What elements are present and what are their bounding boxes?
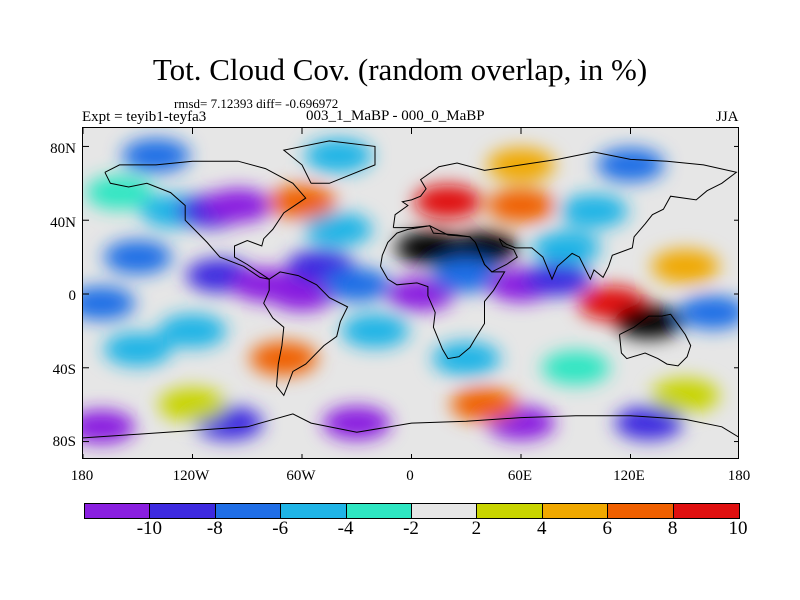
anomaly-region (541, 350, 610, 385)
anomaly-region (678, 295, 738, 330)
colorbar-swatch (673, 504, 739, 518)
anomaly-region (83, 286, 136, 321)
anomaly-region (85, 175, 154, 210)
anomaly-region (523, 262, 592, 297)
anomaly-region (487, 188, 555, 223)
map-frame (82, 127, 739, 459)
colorbar-swatch (608, 504, 674, 518)
lon-tick-label: 180 (70, 468, 94, 484)
lon-tick-label: 0 (406, 468, 414, 484)
anomaly-region (103, 332, 172, 367)
anomaly-region (414, 184, 482, 219)
colorbar-swatch (281, 504, 347, 518)
colorbar-label: 8 (667, 518, 678, 539)
anomaly-region (204, 188, 273, 223)
anomaly-region (268, 277, 336, 311)
anomaly-region (432, 258, 501, 293)
colorbar-label: -2 (403, 518, 419, 539)
colorbar-label: 2 (471, 518, 482, 539)
coastline (83, 413, 738, 439)
coastline (619, 313, 692, 367)
map-field (83, 128, 738, 458)
colorbar-swatch (542, 504, 609, 518)
anomaly-region (304, 138, 373, 173)
colorbar-swatch (346, 504, 412, 518)
season-label: JJA (716, 109, 739, 125)
colorbar-label: -8 (206, 518, 223, 539)
anomaly-region (395, 230, 464, 265)
lon-tick-label: 120E (613, 468, 645, 484)
anomaly-region (614, 304, 683, 339)
lon-tick-label: 120W (172, 468, 210, 484)
anomaly-region (596, 147, 665, 182)
anomaly-region (432, 341, 501, 376)
lon-tick-label: 60E (507, 468, 533, 484)
lon-tick-label: 60W (286, 468, 316, 484)
anomaly-region (450, 387, 519, 422)
colorbar-swatch (150, 504, 216, 518)
anomaly-region (322, 406, 391, 441)
colorbar-swatch (411, 504, 478, 518)
anomaly-region (560, 194, 628, 228)
colorbar-swatch (215, 504, 282, 518)
colorbar-label: -4 (337, 518, 354, 539)
colorbar-label: 4 (537, 518, 547, 539)
anomaly-region (450, 230, 519, 265)
lon-tick-label: 180 (727, 468, 751, 484)
coastline (282, 140, 376, 184)
anomaly-region (304, 212, 373, 247)
anomaly-region (103, 240, 172, 275)
coastline (104, 160, 307, 280)
lat-tick-label: 0 (68, 288, 77, 304)
colorbar-label: 10 (728, 518, 748, 539)
lat-tick-label: 80N (50, 141, 76, 157)
colorbar-label: -10 (136, 518, 163, 539)
anomaly-region (322, 267, 391, 302)
anomaly-region (651, 378, 720, 413)
anomaly-region (122, 138, 190, 173)
lat-tick-label: 40N (50, 215, 76, 231)
anomaly-region (341, 313, 409, 348)
experiment-label: Expt = teyib1-teyfa3 (82, 109, 207, 125)
difference-label: 003_1_MaBP - 000_0_MaBP (306, 108, 485, 124)
coastline (263, 271, 349, 397)
anomaly-region (614, 406, 683, 441)
lat-tick-label: 80S (52, 434, 76, 450)
colorbar-swatch (477, 504, 543, 518)
map-title: Tot. Cloud Cov. (random overlap, in %) (152, 52, 648, 87)
anomaly-region (651, 249, 720, 284)
colorbar-swatch (85, 504, 151, 518)
colorbar-label: -6 (272, 518, 289, 539)
colorbar-label: 6 (602, 518, 612, 539)
anomaly-region (158, 313, 227, 348)
anomaly-region (249, 341, 318, 376)
anomaly-region (268, 184, 336, 219)
lat-tick-label: 40S (52, 362, 76, 378)
anomaly-region (532, 230, 601, 265)
anomaly-region (386, 277, 455, 311)
coastline (392, 151, 738, 281)
anomaly-region (158, 387, 227, 422)
colorbar (84, 503, 740, 519)
coastline (380, 225, 506, 360)
stats-line: rmsd= 7.12393 diff= -0.696972 (174, 96, 339, 111)
